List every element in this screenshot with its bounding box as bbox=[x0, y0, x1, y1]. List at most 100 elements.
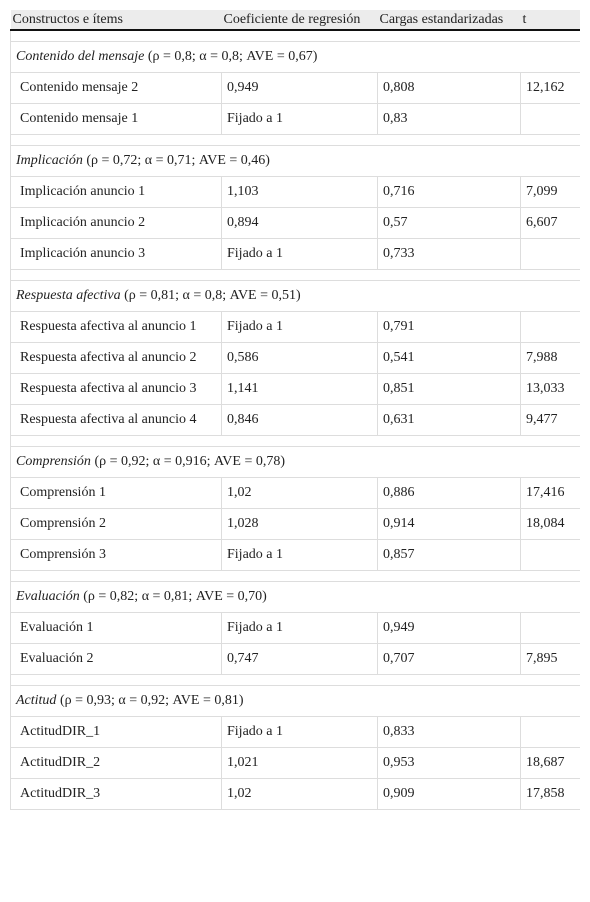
item-row: ActitudDIR_1 Fijado a 1 0,833 bbox=[10, 716, 580, 748]
column-header: Constructos e ítems bbox=[10, 10, 222, 31]
cell: Fijado a 1 bbox=[221, 103, 378, 135]
spacer-cell bbox=[10, 674, 580, 686]
section-stats: (ρ = 0,72; α = 0,71; AVE = 0,46) bbox=[86, 153, 270, 168]
item-row: Contenido mensaje 2 0,949 0,808 12,162 bbox=[10, 72, 580, 104]
cell: 1,103 bbox=[221, 176, 378, 208]
cell: 0,857 bbox=[377, 539, 521, 571]
cell: 0,57 bbox=[377, 207, 521, 239]
item-row: Respuesta afectiva al anuncio 2 0,586 0,54… bbox=[10, 342, 580, 374]
cell: 0,747 bbox=[221, 643, 378, 675]
cell: Comprensión 1 bbox=[10, 477, 222, 509]
cell: 17,858 bbox=[520, 778, 580, 810]
column-header: t bbox=[520, 10, 580, 31]
cell: 13,033 bbox=[520, 373, 580, 405]
cell: 7,099 bbox=[520, 176, 580, 208]
section-heading: Contenido del mensaje (ρ = 0,8; α = 0,8;… bbox=[10, 41, 580, 73]
section-heading: Implicación (ρ = 0,72; α = 0,71; AVE = 0… bbox=[10, 145, 580, 177]
cell: 18,687 bbox=[520, 747, 580, 779]
cell: 0,541 bbox=[377, 342, 521, 374]
table-body: Contenido del mensaje (ρ = 0,8; α = 0,8;… bbox=[10, 29, 580, 810]
cell: 6,607 bbox=[520, 207, 580, 239]
cell: 0,894 bbox=[221, 207, 378, 239]
cell: Fijado a 1 bbox=[221, 311, 378, 343]
spacer-cell bbox=[10, 269, 580, 281]
table-container: Constructos e ítems Coeficiente de regres… bbox=[10, 10, 580, 892]
section-name: Respuesta afectiva bbox=[16, 288, 121, 303]
cell: Evaluación 2 bbox=[10, 643, 222, 675]
section-stats: (ρ = 0,8; α = 0,8; AVE = 0,67) bbox=[147, 49, 318, 64]
section-name: Contenido del mensaje bbox=[16, 49, 145, 64]
item-row: Respuesta afectiva al anuncio 4 0,846 0,63… bbox=[10, 404, 580, 436]
section-row: Respuesta afectiva (ρ = 0,81; α = 0,8; A… bbox=[10, 280, 580, 312]
cell: 0,949 bbox=[377, 612, 521, 644]
spacer-row bbox=[10, 674, 580, 686]
item-row: Comprensión 2 1,028 0,914 18,084 bbox=[10, 508, 580, 540]
cell: 18,084 bbox=[520, 508, 580, 540]
cell: ActitudDIR_2 bbox=[10, 747, 222, 779]
section-name: Implicación bbox=[16, 153, 83, 168]
cell: Respuesta afectiva al anuncio 3 bbox=[10, 373, 222, 405]
item-row: Evaluación 2 0,747 0,707 7,895 bbox=[10, 643, 580, 675]
spacer-row bbox=[10, 435, 580, 447]
cell: Fijado a 1 bbox=[221, 238, 378, 270]
cell: 0,808 bbox=[377, 72, 521, 104]
cell bbox=[520, 539, 580, 571]
cell: 17,416 bbox=[520, 477, 580, 509]
cell: ActitudDIR_3 bbox=[10, 778, 222, 810]
item-row: Implicación anuncio 3 Fijado a 1 0,733 bbox=[10, 238, 580, 270]
section-heading: Actitud (ρ = 0,93; α = 0,92; AVE = 0,81) bbox=[10, 685, 580, 717]
section-name: Comprensión bbox=[16, 454, 91, 469]
cell: Implicación anuncio 3 bbox=[10, 238, 222, 270]
cell bbox=[520, 103, 580, 135]
cell: 0,949 bbox=[221, 72, 378, 104]
section-row: Implicación (ρ = 0,72; α = 0,71; AVE = 0… bbox=[10, 145, 580, 177]
cell: 0,846 bbox=[221, 404, 378, 436]
section-row: Actitud (ρ = 0,93; α = 0,92; AVE = 0,81) bbox=[10, 685, 580, 717]
cell: Fijado a 1 bbox=[221, 539, 378, 571]
table: Constructos e ítems Coeficiente de regres… bbox=[10, 10, 580, 810]
spacer-row bbox=[10, 134, 580, 146]
cell: 0,83 bbox=[377, 103, 521, 135]
cell: 0,914 bbox=[377, 508, 521, 540]
cell bbox=[520, 716, 580, 748]
section-heading: Comprensión (ρ = 0,92; α = 0,916; AVE = … bbox=[10, 446, 580, 478]
section-heading: Respuesta afectiva (ρ = 0,81; α = 0,8; A… bbox=[10, 280, 580, 312]
item-row: Comprensión 3 Fijado a 1 0,857 bbox=[10, 539, 580, 571]
cell: 0,886 bbox=[377, 477, 521, 509]
header-row: Constructos e ítems Coeficiente de regres… bbox=[10, 10, 580, 31]
cell: 0,909 bbox=[377, 778, 521, 810]
section-stats: (ρ = 0,92; α = 0,916; AVE = 0,78) bbox=[94, 454, 286, 469]
cell: 0,851 bbox=[377, 373, 521, 405]
cell bbox=[520, 238, 580, 270]
cell: 7,988 bbox=[520, 342, 580, 374]
cell: ActitudDIR_1 bbox=[10, 716, 222, 748]
cell: Implicación anuncio 2 bbox=[10, 207, 222, 239]
cell: 0,733 bbox=[377, 238, 521, 270]
cell: Implicación anuncio 1 bbox=[10, 176, 222, 208]
cell: 1,021 bbox=[221, 747, 378, 779]
cell: 0,716 bbox=[377, 176, 521, 208]
item-row: ActitudDIR_2 1,021 0,953 18,687 bbox=[10, 747, 580, 779]
item-row: ActitudDIR_3 1,02 0,909 17,858 bbox=[10, 778, 580, 810]
cell: 1,02 bbox=[221, 477, 378, 509]
spacer-cell bbox=[10, 570, 580, 582]
cell: 0,953 bbox=[377, 747, 521, 779]
item-row: Contenido mensaje 1 Fijado a 1 0,83 bbox=[10, 103, 580, 135]
cell: 12,162 bbox=[520, 72, 580, 104]
cell: Contenido mensaje 1 bbox=[10, 103, 222, 135]
section-name: Evaluación bbox=[16, 589, 80, 604]
cell: Fijado a 1 bbox=[221, 716, 378, 748]
cell: 0,631 bbox=[377, 404, 521, 436]
cell: 0,791 bbox=[377, 311, 521, 343]
cell: Comprensión 3 bbox=[10, 539, 222, 571]
section-heading: Evaluación (ρ = 0,82; α = 0,81; AVE = 0,… bbox=[10, 581, 580, 613]
cell bbox=[520, 612, 580, 644]
cell: Respuesta afectiva al anuncio 2 bbox=[10, 342, 222, 374]
section-stats: (ρ = 0,93; α = 0,92; AVE = 0,81) bbox=[59, 693, 244, 708]
item-row: Implicación anuncio 2 0,894 0,57 6,607 bbox=[10, 207, 580, 239]
cell: Comprensión 2 bbox=[10, 508, 222, 540]
cell: 7,895 bbox=[520, 643, 580, 675]
section-stats: (ρ = 0,81; α = 0,8; AVE = 0,51) bbox=[124, 288, 301, 303]
item-row: Implicación anuncio 1 1,103 0,716 7,099 bbox=[10, 176, 580, 208]
cell: 0,833 bbox=[377, 716, 521, 748]
